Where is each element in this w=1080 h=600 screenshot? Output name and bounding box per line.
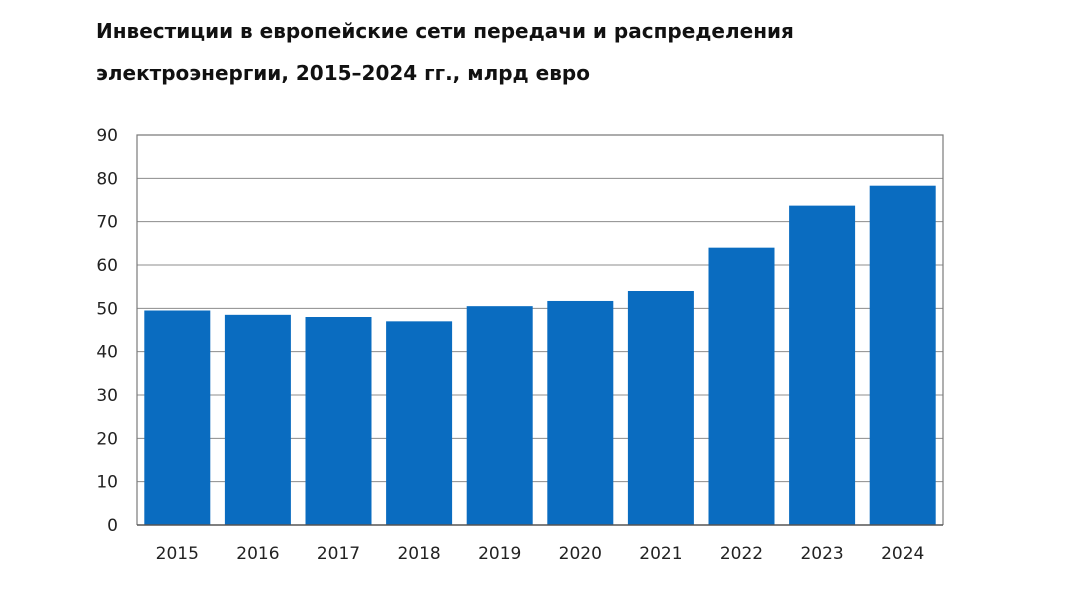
x-tick-label: 2017	[317, 544, 360, 564]
bar	[144, 310, 211, 525]
bar	[627, 291, 694, 525]
bar	[224, 314, 291, 525]
bar	[547, 300, 614, 525]
y-tick-label: 0	[107, 516, 118, 536]
x-tick-label: 2024	[881, 544, 924, 564]
y-tick-label: 60	[96, 256, 118, 276]
y-tick-label: 30	[96, 386, 118, 406]
x-tick-label: 2015	[156, 544, 199, 564]
chart-title-line-2: электроэнергии, 2015–2024 гг., млрд евро	[96, 61, 590, 85]
bar	[386, 321, 453, 525]
bar	[305, 317, 372, 525]
y-tick-label: 70	[96, 213, 118, 233]
bar	[789, 205, 856, 525]
x-tick-label: 2023	[800, 544, 843, 564]
y-tick-label: 10	[96, 473, 118, 493]
bar	[466, 306, 533, 525]
bar	[869, 185, 936, 525]
x-tick-label: 2021	[639, 544, 682, 564]
y-tick-label: 50	[96, 299, 118, 319]
x-tick-label: 2019	[478, 544, 521, 564]
chart-title-line-1: Инвестиции в европейские сети передачи и…	[96, 19, 794, 43]
x-tick-label: 2020	[559, 544, 602, 564]
x-tick-label: 2018	[397, 544, 440, 564]
y-tick-label: 20	[96, 429, 118, 449]
y-tick-label: 90	[96, 126, 118, 146]
bar	[708, 247, 775, 525]
y-tick-label: 40	[96, 343, 118, 363]
x-tick-label: 2022	[720, 544, 763, 564]
x-tick-label: 2016	[236, 544, 279, 564]
y-tick-label: 80	[96, 169, 118, 189]
plot-frame	[136, 134, 944, 525]
